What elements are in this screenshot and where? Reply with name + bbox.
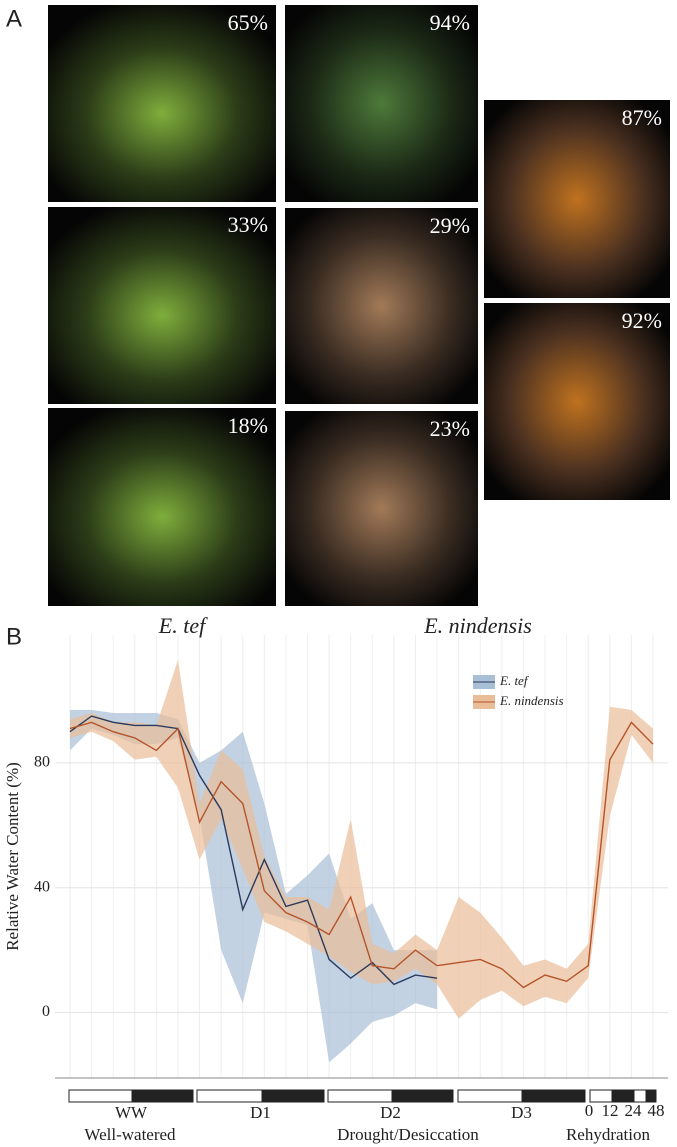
photo	[285, 208, 478, 404]
phase-label: D3	[511, 1103, 532, 1122]
phase-label: WW	[115, 1103, 148, 1122]
timeline-dark	[521, 1089, 586, 1103]
y-tick-label: 0	[42, 1003, 50, 1020]
timeline-light	[68, 1089, 133, 1103]
rehydration-hour: 0	[585, 1101, 594, 1120]
stage-label: Rehydration	[566, 1125, 651, 1144]
rehydration-hour: 24	[625, 1101, 643, 1120]
phase-label: D1	[250, 1103, 271, 1122]
photo	[484, 303, 670, 500]
photo-label: 94%	[430, 10, 470, 35]
y-tick-label: 40	[34, 878, 50, 895]
panel-label: B	[6, 623, 22, 650]
panel-label: A	[6, 5, 22, 32]
photo	[48, 207, 276, 404]
photo-label: 65%	[228, 10, 268, 35]
column-title: E. nindensis	[423, 613, 532, 638]
legend-label: E. tef	[499, 673, 530, 688]
ribbon	[70, 659, 653, 1019]
photo-label: 23%	[430, 416, 470, 441]
timeline-light	[196, 1089, 263, 1103]
timeline-light	[457, 1089, 523, 1103]
photo-label: 29%	[430, 213, 470, 238]
photo-label: 33%	[228, 212, 268, 237]
timeline-dark	[131, 1089, 194, 1103]
phase-label: D2	[380, 1103, 401, 1122]
rehydration-hour: 12	[602, 1101, 619, 1120]
timeline-dark	[645, 1089, 657, 1103]
stage-label: Well-watered	[84, 1125, 176, 1144]
timeline-dark	[261, 1089, 325, 1103]
timeline-light	[327, 1089, 393, 1103]
photo	[285, 411, 478, 606]
line	[69, 721, 654, 989]
photo	[48, 408, 276, 606]
photo-label: 87%	[622, 105, 662, 130]
timeline-dark	[391, 1089, 454, 1103]
rehydration-hour: 48	[648, 1101, 665, 1120]
photo-label: 92%	[622, 308, 662, 333]
photo	[48, 5, 276, 202]
photo	[285, 5, 478, 202]
photo-label: 18%	[228, 413, 268, 438]
y-axis-label: Relative Water Content (%)	[3, 762, 22, 951]
y-tick-label: 80	[34, 754, 50, 771]
legend-label: E. nindensis	[499, 693, 564, 708]
column-title: E. tef	[158, 613, 208, 638]
stage-label: Drought/Desiccation	[337, 1125, 479, 1144]
photo	[484, 100, 670, 298]
